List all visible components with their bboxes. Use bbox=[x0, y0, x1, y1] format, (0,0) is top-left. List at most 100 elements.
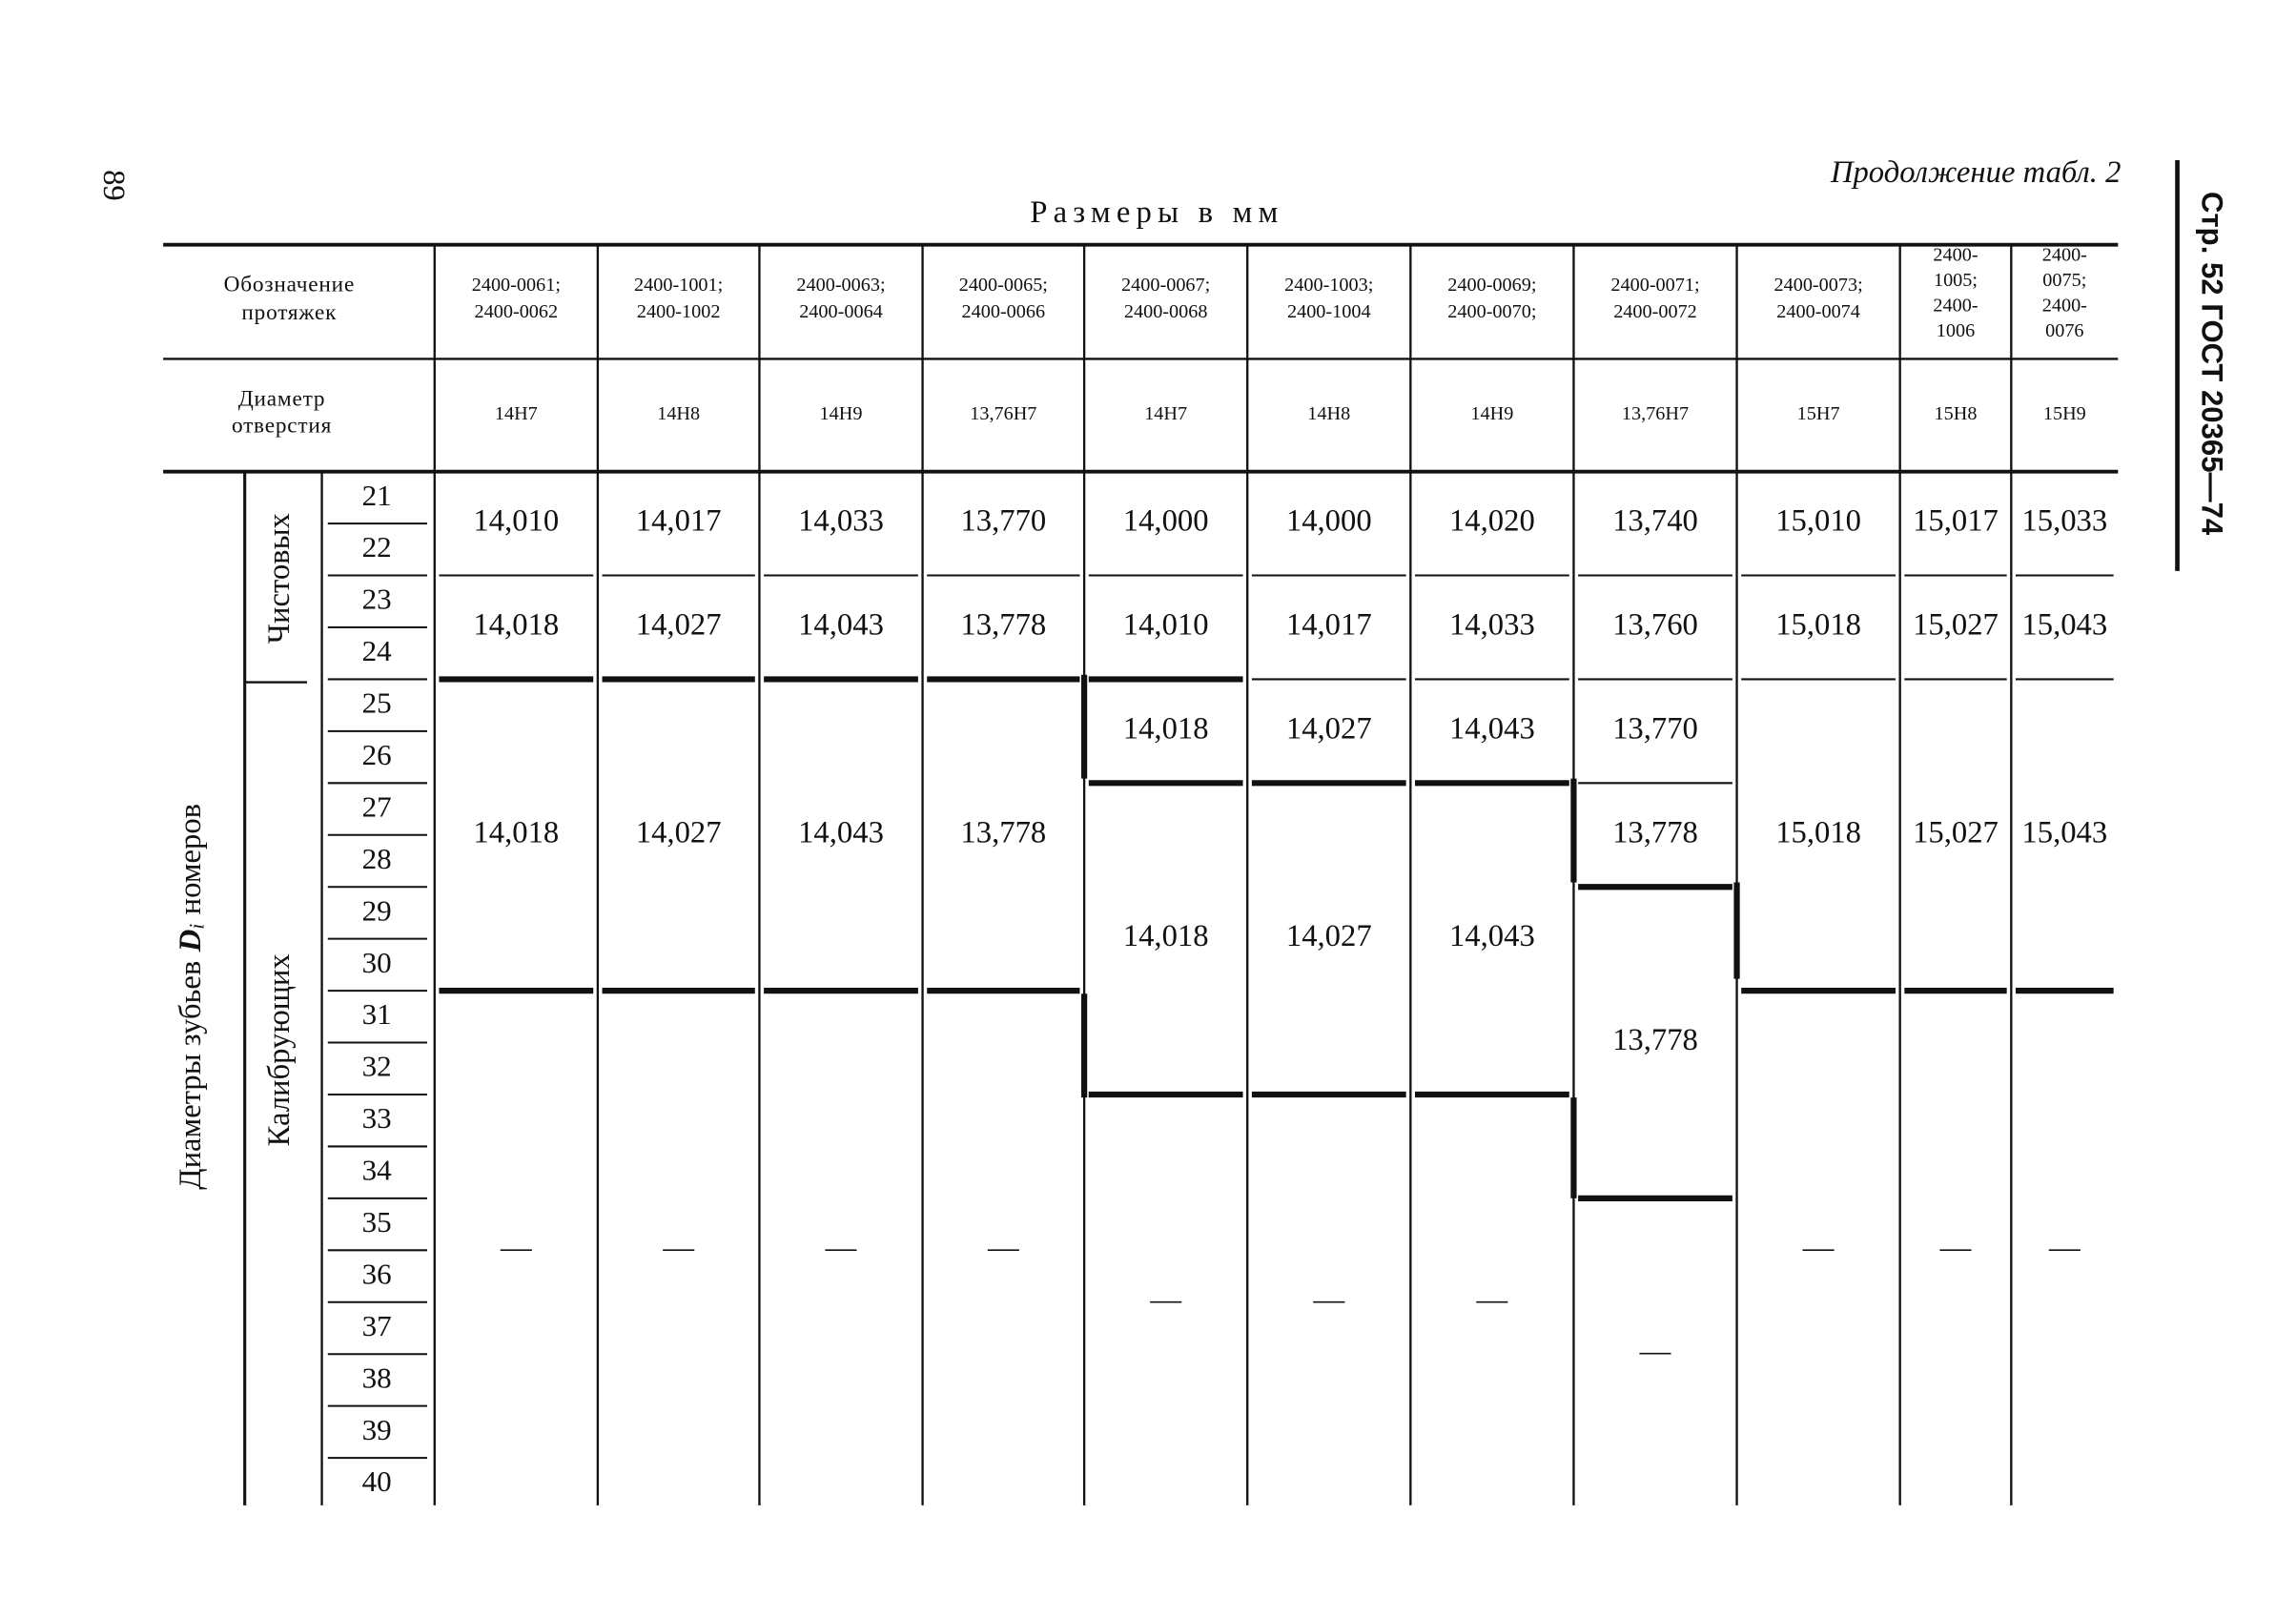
cell-value: — bbox=[500, 1231, 532, 1265]
column-designation: 2400-0065; bbox=[959, 275, 1048, 296]
cell-value: 13,778 bbox=[1612, 815, 1698, 849]
row-number: 31 bbox=[362, 997, 392, 1031]
column-diameter: 13,76H7 bbox=[970, 403, 1036, 424]
cell-value: 14,027 bbox=[636, 607, 722, 642]
cell-value: 15,043 bbox=[2021, 815, 2107, 849]
row-number: 37 bbox=[362, 1309, 392, 1342]
subgroup-label: Чистовых bbox=[262, 513, 297, 644]
cell-value: 14,033 bbox=[1449, 607, 1535, 642]
cell-value: 13,778 bbox=[960, 607, 1046, 642]
row-number: 25 bbox=[362, 686, 392, 720]
cell-value: 14,043 bbox=[1449, 919, 1535, 953]
column-diameter: 14H9 bbox=[1470, 403, 1513, 424]
column-diameter: 15H9 bbox=[2043, 403, 2086, 424]
cell-value: 13,760 bbox=[1612, 607, 1698, 642]
label-part: номеров bbox=[174, 804, 208, 914]
column-designation: 2400-0062 bbox=[475, 301, 559, 322]
cell-value: 15,033 bbox=[2021, 504, 2107, 539]
cell-value: — bbox=[987, 1231, 1019, 1265]
column-designation: 1005; bbox=[1934, 270, 1978, 291]
row-number: 21 bbox=[362, 479, 392, 512]
row-number: 23 bbox=[362, 583, 392, 616]
column-designation: 0075; bbox=[2042, 270, 2086, 291]
cell-value: — bbox=[1939, 1231, 1972, 1265]
column-diameter: 14H7 bbox=[1144, 403, 1187, 424]
cell-value: 13,778 bbox=[1612, 1023, 1698, 1057]
row-number: 27 bbox=[362, 789, 392, 823]
cell-value: 15,018 bbox=[1775, 607, 1861, 642]
label-part: D bbox=[174, 930, 208, 953]
row-group-label: Диаметры зубьев Di номеров bbox=[174, 804, 209, 1190]
column-diameter: 13,76H7 bbox=[1622, 403, 1689, 424]
column-designation: 2400-0072 bbox=[1613, 301, 1697, 322]
side-header: Стр. 52 ГОСТ 20365—74 bbox=[2196, 192, 2229, 536]
row-number: 24 bbox=[362, 634, 393, 667]
cell-value: 15,018 bbox=[1775, 815, 1861, 849]
column-designation: 2400-0071; bbox=[1610, 275, 1699, 296]
column-designation: 2400- bbox=[2042, 296, 2087, 317]
row-number: 30 bbox=[362, 946, 392, 979]
column-designation: 2400-0074 bbox=[1776, 301, 1860, 322]
cell-value: 15,027 bbox=[1913, 607, 1999, 642]
cell-value: 14,000 bbox=[1286, 504, 1372, 539]
row-number: 22 bbox=[362, 530, 392, 563]
column-designation: 2400-0063; bbox=[796, 275, 885, 296]
column-designation: 2400- bbox=[1933, 296, 1978, 317]
column-diameter: 14H9 bbox=[820, 403, 863, 424]
row-number: 34 bbox=[362, 1154, 393, 1187]
cell-value: 13,770 bbox=[960, 504, 1046, 539]
column-diameter: 14H8 bbox=[657, 403, 700, 424]
cell-value: 14,017 bbox=[1286, 607, 1372, 642]
label-part: Диаметры зубьев bbox=[174, 961, 208, 1190]
cell-value: — bbox=[1312, 1282, 1344, 1317]
header-label: Диаметр bbox=[238, 386, 325, 411]
column-designation: 2400-0064 bbox=[799, 301, 883, 322]
column-designation: 2400-0068 bbox=[1124, 301, 1208, 322]
column-designation: 2400-1004 bbox=[1287, 301, 1371, 322]
column-diameter: 14H8 bbox=[1307, 403, 1350, 424]
cell-value: — bbox=[825, 1231, 857, 1265]
column-designation: 2400- bbox=[1933, 245, 1978, 266]
column-diameter: 14H7 bbox=[495, 403, 538, 424]
column-designation: 2400-1003; bbox=[1284, 275, 1373, 296]
cell-value: — bbox=[1639, 1335, 1671, 1369]
header-label: протяжек bbox=[241, 300, 337, 325]
cell-value: 14,017 bbox=[636, 504, 722, 539]
cell-value: — bbox=[2048, 1231, 2081, 1265]
row-number: 35 bbox=[362, 1205, 392, 1238]
column-designation: 2400-0069; bbox=[1447, 275, 1536, 296]
cell-value: 13,778 bbox=[960, 815, 1046, 849]
row-number: 39 bbox=[362, 1413, 392, 1446]
row-number: 29 bbox=[362, 893, 392, 927]
label-part: i bbox=[185, 924, 208, 930]
row-number: 28 bbox=[362, 842, 392, 875]
column-diameter: 15H8 bbox=[1935, 403, 1978, 424]
cell-value: 14,010 bbox=[473, 504, 559, 539]
header-label: Обозначение bbox=[224, 273, 355, 297]
cell-value: 14,018 bbox=[1123, 711, 1209, 746]
cell-value: 14,033 bbox=[798, 504, 884, 539]
page-number: 89 bbox=[96, 170, 131, 201]
cell-value: 14,043 bbox=[1449, 711, 1535, 746]
cell-value: 14,027 bbox=[636, 815, 722, 849]
column-designation: 2400- bbox=[2042, 245, 2087, 266]
cell-value: 14,018 bbox=[1123, 919, 1209, 953]
cell-value: 14,018 bbox=[473, 607, 559, 642]
cell-value: 15,043 bbox=[2021, 607, 2107, 642]
column-designation: 2400-0070; bbox=[1447, 301, 1536, 322]
units-note: Размеры в мм bbox=[1030, 195, 1283, 230]
continuation-note: Продолжение табл. 2 bbox=[1830, 155, 2122, 190]
cell-value: 14,020 bbox=[1449, 504, 1535, 539]
column-designation: 2400-1001; bbox=[634, 275, 723, 296]
column-designation: 2400-0061; bbox=[472, 275, 561, 296]
column-designation: 2400-0067; bbox=[1121, 275, 1210, 296]
row-number: 38 bbox=[362, 1361, 392, 1394]
cell-value: 14,027 bbox=[1286, 919, 1372, 953]
header-label: отверстия bbox=[232, 413, 332, 438]
cell-value: 14,000 bbox=[1123, 504, 1209, 539]
cell-value: 14,018 bbox=[473, 815, 559, 849]
column-designation: 2400-1002 bbox=[637, 301, 721, 322]
cell-value: — bbox=[662, 1231, 694, 1265]
row-number: 32 bbox=[362, 1050, 392, 1083]
